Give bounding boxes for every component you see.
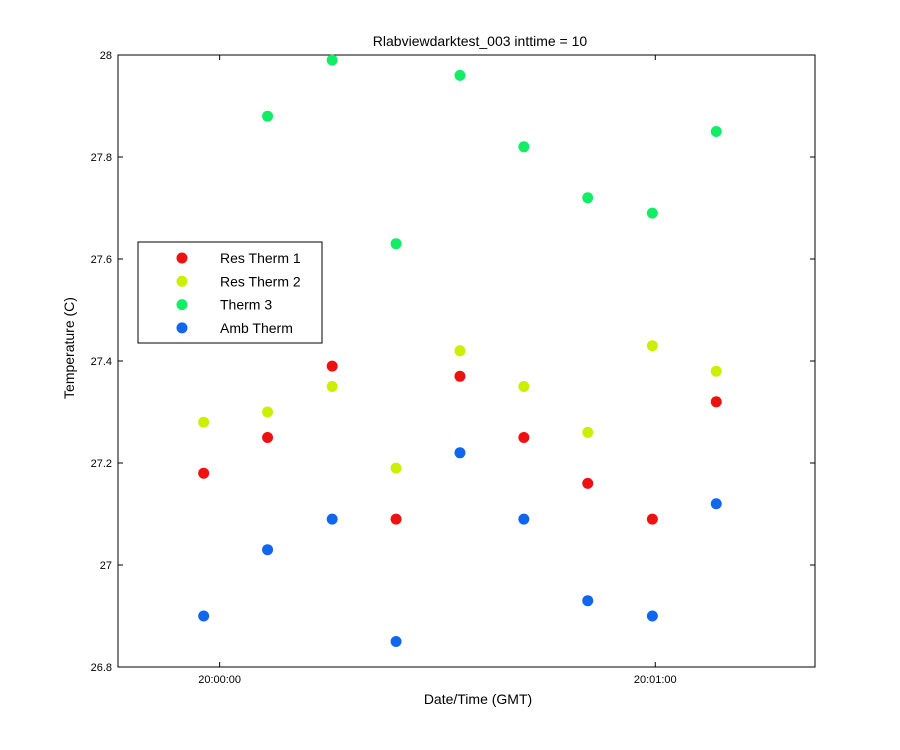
data-point bbox=[454, 345, 466, 357]
data-point bbox=[518, 141, 530, 153]
y-tick-label: 26.8 bbox=[91, 662, 112, 674]
x-axis-label: Date/Time (GMT) bbox=[424, 691, 532, 707]
data-point bbox=[454, 69, 466, 81]
data-point bbox=[710, 396, 722, 408]
y-tick-label: 27.6 bbox=[91, 254, 112, 266]
data-point bbox=[390, 462, 402, 474]
data-point bbox=[646, 610, 658, 622]
legend-label: Therm 3 bbox=[220, 297, 272, 313]
x-tick-label: 20:01:00 bbox=[634, 674, 677, 686]
legend-label: Amb Therm bbox=[220, 320, 293, 336]
y-tick-label: 27.8 bbox=[91, 152, 112, 164]
data-point bbox=[710, 498, 722, 510]
plot-area bbox=[117, 54, 816, 668]
data-point bbox=[646, 207, 658, 219]
legend-marker bbox=[176, 322, 188, 334]
data-point bbox=[390, 513, 402, 525]
x-tick-label: 20:00:00 bbox=[198, 674, 241, 686]
data-point bbox=[262, 110, 274, 122]
data-point bbox=[518, 513, 530, 525]
data-point bbox=[518, 432, 530, 443]
data-point bbox=[326, 54, 338, 66]
y-tick-label: 27 bbox=[100, 560, 112, 572]
chart-title: Rlabviewdarktest_003 inttime = 10 bbox=[373, 33, 588, 49]
data-point bbox=[646, 513, 658, 525]
data-points bbox=[198, 54, 722, 647]
legend-marker bbox=[176, 275, 188, 287]
data-point bbox=[390, 238, 402, 250]
axis-ticks: 26.8 27 27.2 27.4 27.6 27.8 28 20:00:00 20:01:00 bbox=[91, 50, 815, 686]
y-axis-label: Temperature (C) bbox=[61, 297, 77, 399]
data-point bbox=[582, 192, 594, 204]
data-point bbox=[326, 381, 338, 392]
legend-label: Res Therm 1 bbox=[220, 250, 301, 266]
data-point bbox=[262, 432, 274, 443]
legend-marker bbox=[176, 252, 188, 264]
data-point bbox=[262, 544, 274, 556]
y-tick-label: 27.4 bbox=[91, 356, 112, 368]
data-point bbox=[198, 610, 210, 622]
data-point bbox=[710, 365, 722, 377]
data-point bbox=[582, 477, 594, 489]
data-point bbox=[262, 406, 274, 418]
legend-marker bbox=[176, 299, 188, 311]
y-tick-label: 28 bbox=[100, 50, 112, 62]
data-point bbox=[198, 416, 210, 428]
data-point bbox=[582, 595, 594, 607]
data-point bbox=[454, 447, 466, 459]
y-tick-label: 27.2 bbox=[91, 458, 112, 470]
data-point bbox=[454, 370, 466, 382]
legend-box bbox=[137, 241, 323, 344]
data-point bbox=[326, 360, 338, 372]
data-point bbox=[582, 426, 594, 438]
data-point bbox=[518, 381, 530, 392]
data-point bbox=[326, 513, 338, 525]
legend-label: Res Therm 2 bbox=[220, 273, 301, 289]
data-point bbox=[646, 340, 658, 352]
data-point bbox=[198, 467, 210, 479]
data-point bbox=[710, 126, 722, 137]
legend: Res Therm 1 Res Therm 2 Therm 3 Amb Therm bbox=[137, 241, 323, 344]
data-point bbox=[390, 636, 402, 647]
